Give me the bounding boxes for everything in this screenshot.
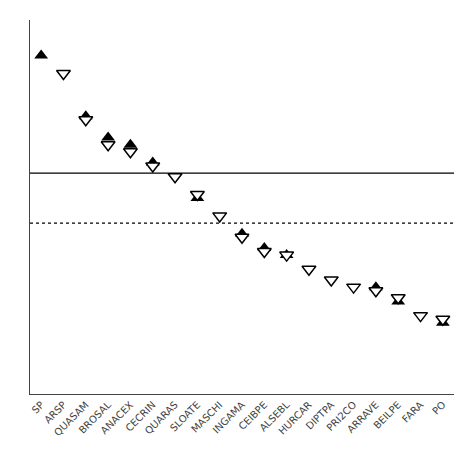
- svg-text:SLOATE: SLOATE: [168, 399, 202, 433]
- svg-text:DIPTPA: DIPTPA: [304, 399, 337, 432]
- svg-text:ANACEX: ANACEX: [99, 399, 136, 436]
- svg-text:MASCHI: MASCHI: [189, 399, 225, 435]
- svg-text:HURCAR: HURCAR: [276, 399, 314, 437]
- svg-text:QUARAS: QUARAS: [143, 399, 180, 436]
- svg-text:PRI2CO: PRI2CO: [324, 399, 358, 433]
- svg-text:ARSP: ARSP: [42, 399, 68, 425]
- svg-text:BROSAL: BROSAL: [77, 399, 114, 436]
- svg-text:INGAMA: INGAMA: [211, 399, 248, 436]
- svg-text:BEILPE: BEILPE: [371, 399, 403, 431]
- svg-text:QUASAM: QUASAM: [52, 399, 91, 438]
- svg-text:ARRAVE: ARRAVE: [345, 399, 381, 435]
- svg-text:FARA: FARA: [400, 399, 426, 425]
- svg-text:PO: PO: [430, 399, 448, 417]
- svg-text:CEIBPE: CEIBPE: [236, 399, 269, 432]
- svg-text:CECRIN: CECRIN: [123, 399, 157, 433]
- svg-text:ALSEBL: ALSEBL: [257, 399, 292, 434]
- svg-text:SP: SP: [30, 399, 47, 416]
